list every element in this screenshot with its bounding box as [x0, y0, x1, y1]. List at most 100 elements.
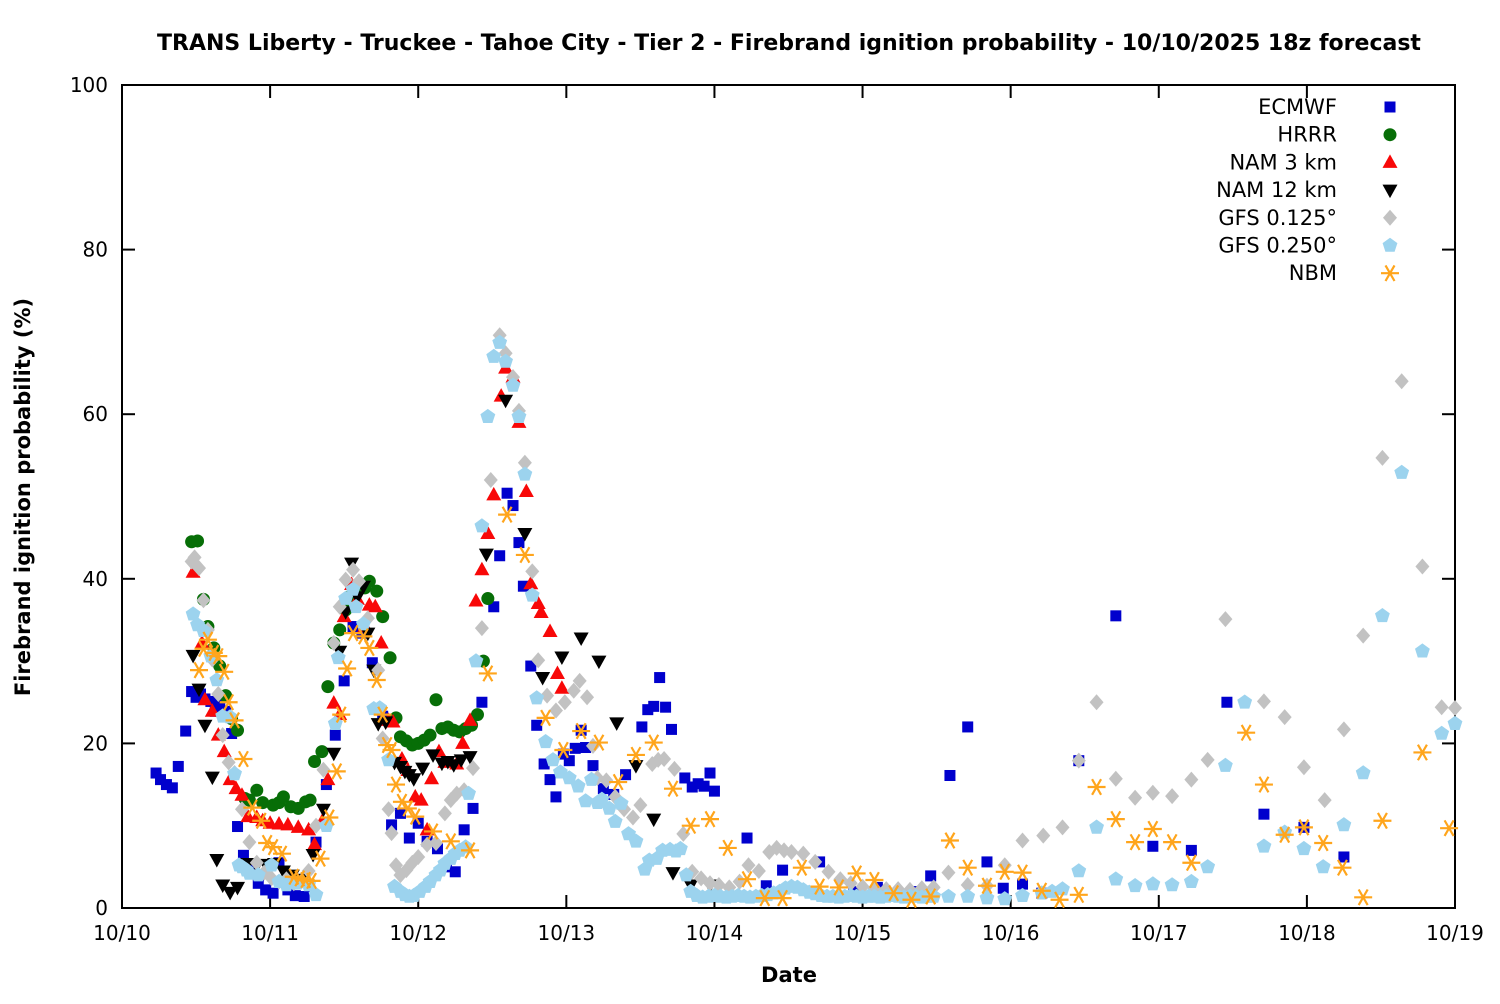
- chart-legend: ECMWF HRRR NAM 3 km NAM 12 km GFS 0.125° GFS …: [1216, 95, 1399, 285]
- x-tick-label: 10/16: [982, 921, 1040, 945]
- gfs-0-250-data-point: [561, 770, 577, 785]
- asterisk-ray: [1376, 812, 1388, 830]
- asterisk-ray: [722, 839, 734, 857]
- x-tick-label: 10/15: [834, 921, 892, 945]
- hrrr-data-point: [429, 693, 443, 707]
- gfs-0-250-data-point: [1434, 725, 1450, 740]
- asterisk-ray: [1317, 834, 1329, 852]
- nbm-data-point: [810, 878, 829, 895]
- nbm-data-point: [360, 639, 379, 657]
- ecmwf-data-point: [525, 660, 537, 672]
- ecmwf-data-point: [569, 742, 581, 754]
- asterisk-ray: [1416, 744, 1428, 761]
- nam-3-km-data-point: [480, 525, 496, 540]
- nbm-data-point: [461, 842, 480, 859]
- ecmwf-data-point: [665, 723, 677, 735]
- asterisk-ray: [593, 734, 605, 751]
- gfs-0-125-data-point: [483, 472, 498, 489]
- ecmwf-data-point: [449, 866, 461, 878]
- gfs-0-125-data-point: [474, 620, 489, 637]
- nbm-data-point: [398, 800, 417, 817]
- ecmwf-data-point: [237, 849, 249, 861]
- ecmwf-data-point: [260, 884, 272, 896]
- legend-item-gfs-0-250: GFS 0.250°: [1218, 234, 1398, 258]
- ecmwf-data-point: [1185, 844, 1197, 856]
- hrrr-data-point: [308, 755, 322, 769]
- gfs-0-125-data-point: [221, 754, 236, 771]
- nam-3-km-data-point: [533, 604, 549, 619]
- nam-3-km-data-point: [385, 714, 401, 728]
- gfs-0-250-data-point: [250, 867, 266, 882]
- nbm-data-point: [1069, 886, 1088, 904]
- nbm-data-point: [921, 888, 940, 905]
- nam-12-km-data-point: [209, 853, 225, 868]
- x-tick-label: 10/19: [1426, 921, 1484, 945]
- y-tick-label: 0: [95, 896, 108, 920]
- nbm-data-point: [311, 850, 330, 867]
- asterisk-ray: [427, 823, 439, 840]
- gfs-0-250-data-point: [673, 840, 688, 856]
- nbm-data-point: [243, 799, 262, 816]
- asterisk-ray: [1258, 776, 1270, 793]
- nam-12-km-data-point: [191, 683, 207, 698]
- nbm-data-point: [644, 734, 663, 751]
- hrrr-data-point: [250, 783, 264, 797]
- nbm-data-point: [498, 506, 517, 523]
- ecmwf-data-point: [476, 696, 488, 708]
- asterisk-ray: [612, 773, 624, 791]
- ecmwf-data-point: [205, 695, 217, 707]
- asterisk-ray: [255, 812, 267, 830]
- legend-label-nam-12-km: NAM 12 km: [1216, 178, 1337, 202]
- asterisk-ray: [323, 809, 335, 826]
- gfs-0-250-data-point: [486, 348, 502, 363]
- gfs-0-125-data-point: [1089, 694, 1104, 711]
- gfs-0-125-data-point: [420, 836, 435, 853]
- asterisk-ray: [557, 741, 569, 759]
- gfs-0-250-data-point: [474, 518, 490, 533]
- nbm-data-point: [1050, 891, 1069, 909]
- hrrr-data-point: [481, 592, 495, 606]
- gfs-0-250-data-point: [492, 334, 508, 349]
- ecmwf-data-point: [620, 769, 632, 781]
- nbm-data-point: [1373, 812, 1392, 830]
- nam-12-km-data-point: [665, 867, 681, 881]
- ecmwf-data-point: [708, 785, 720, 797]
- hrrr-data-point: [315, 745, 329, 759]
- nam-12-km-data-point: [573, 632, 589, 647]
- ecmwf-data-point: [654, 672, 666, 684]
- ecmwf-data-point: [1338, 851, 1350, 863]
- gfs-0-125-data-point: [326, 634, 341, 651]
- gfs-0-125-data-point: [234, 801, 249, 818]
- gfs-0-250-data-point: [468, 653, 484, 668]
- nam-12-km-data-point: [185, 649, 201, 664]
- chart-title: TRANS Liberty - Truckee - Tahoe City - T…: [157, 31, 1421, 56]
- asterisk-ray: [796, 859, 808, 877]
- gfs-0-125-data-point: [703, 875, 718, 892]
- gfs-0-125-data-point: [633, 797, 648, 814]
- asterisk-ray: [1166, 833, 1178, 851]
- ecmwf-data-point: [962, 721, 974, 733]
- y-tick-label: 40: [83, 567, 108, 591]
- gfs-0-250-data-point: [1183, 873, 1199, 888]
- nbm-data-point: [367, 671, 386, 689]
- ecmwf-data-point: [513, 537, 525, 549]
- gfs-0-125-data-point: [741, 857, 756, 874]
- nam-12-km-data-point: [535, 672, 551, 686]
- nbm-data-point: [478, 665, 497, 682]
- gfs-0-250-data-point: [498, 353, 513, 368]
- gfs-0-125-data-point: [1071, 752, 1086, 769]
- nam-3-km-data-point: [549, 665, 565, 679]
- gfs-0-125-data-point: [1145, 784, 1160, 801]
- nam-12-km-data-point: [609, 717, 625, 731]
- asterisk-ray: [648, 734, 660, 751]
- gfs-0-250-data-point: [345, 581, 361, 596]
- nbm-data-point: [252, 812, 271, 830]
- ecmwf-data-point: [741, 832, 753, 844]
- asterisk-ray: [925, 888, 937, 905]
- ecmwf-data-point: [252, 877, 264, 889]
- gfs-0-125-data-point: [1317, 792, 1332, 809]
- ecmwf-data-point: [226, 728, 238, 740]
- gfs-0-125-data-point: [196, 592, 211, 609]
- legend-marker-nbm: [1381, 264, 1399, 282]
